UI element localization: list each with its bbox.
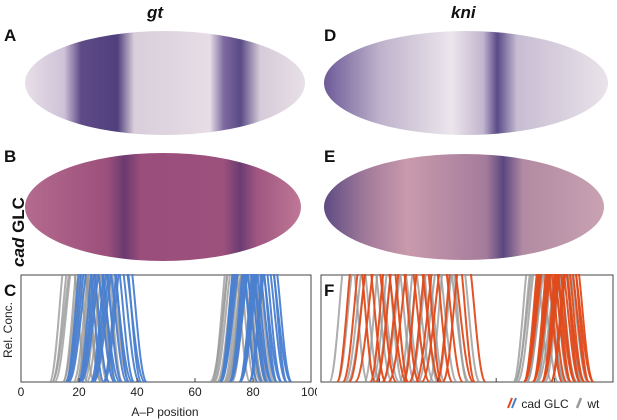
curve-cad-GLC-0-4 xyxy=(77,274,118,382)
curve-cad-GLC-1-13 xyxy=(248,274,293,382)
embryo-panel-e xyxy=(324,154,604,260)
curve-cad-GLC-0-3 xyxy=(353,274,408,382)
embryo-panel-d xyxy=(324,31,608,135)
tick-label-0: 0 xyxy=(18,385,25,399)
panel-label-a: A xyxy=(4,26,17,45)
legend-wt-label: wt xyxy=(587,397,600,411)
chart-c-frame xyxy=(20,274,312,383)
chart-c: 0 20 40 60 80 100 Rel. Conc. A–P position xyxy=(1,274,317,419)
curve-wt-0-11 xyxy=(416,274,471,382)
curve-cad-GLC-0-1 xyxy=(341,274,387,382)
curve-wt-1-1 xyxy=(211,274,257,382)
embryo-panel-b xyxy=(25,153,301,261)
embryo-d xyxy=(324,31,608,135)
curve-cad-GLC-0-11 xyxy=(420,274,475,382)
curve-cad-GLC-0-10 xyxy=(91,274,141,382)
curve-cad-GLC-0-6 xyxy=(78,274,129,382)
legend-cad-swatch xyxy=(507,397,517,409)
curve-cad-GLC-1-13 xyxy=(549,274,595,382)
column-title-gt: gt xyxy=(147,3,164,22)
tick-label-40: 40 xyxy=(130,385,144,399)
curve-cad-GLC-0-9 xyxy=(90,274,136,382)
panel-label-c: C xyxy=(4,281,17,300)
legend-wt-swatch xyxy=(575,397,583,409)
curve-wt-0-12 xyxy=(427,274,469,382)
embryo-b xyxy=(25,153,301,261)
chart-f xyxy=(320,274,614,383)
curve-cad-GLC-0-8 xyxy=(89,274,130,382)
chart-c-ylabel: Rel. Conc. xyxy=(1,302,15,358)
curve-cad-GLC-0-0 xyxy=(64,274,105,382)
embryo-panel-a xyxy=(25,31,305,135)
curve-cad-GLC-0-12 xyxy=(102,274,143,382)
tick-label-100: 100 xyxy=(301,385,317,399)
curve-cad-GLC-0-13 xyxy=(441,274,487,382)
tick-label-60: 60 xyxy=(188,385,202,399)
column-title-kni: kni xyxy=(451,3,476,22)
chart-c-xlabel: A–P position xyxy=(131,405,198,419)
embryo-a xyxy=(25,31,305,135)
tick-label-20: 20 xyxy=(72,385,86,399)
embryo-e xyxy=(324,154,604,260)
curve-cad-GLC-0-13 xyxy=(103,274,148,382)
panel-label-d: D xyxy=(324,26,337,45)
curve-cad-GLC-0-12 xyxy=(435,274,477,382)
curve-cad-GLC-0-9 xyxy=(408,274,454,382)
curve-cad-GLC-0-7 xyxy=(387,274,442,382)
legend: cad GLC wt xyxy=(506,397,599,411)
curve-cad-GLC-0-5 xyxy=(375,274,421,382)
panel-label-e: E xyxy=(324,147,336,166)
legend-cad-label: cad GLC xyxy=(521,397,569,411)
panel-label-b: B xyxy=(4,147,17,166)
panel-label-f: F xyxy=(324,281,335,300)
tick-label-80: 80 xyxy=(246,385,260,399)
